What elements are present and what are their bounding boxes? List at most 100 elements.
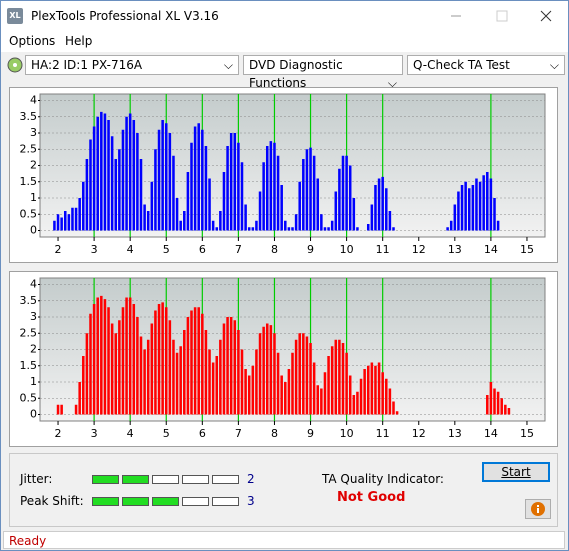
x-tick-label: 7 (235, 427, 242, 440)
x-tick-label: 3 (91, 427, 98, 440)
bar (78, 382, 81, 415)
y-tick-label: 3 (30, 310, 37, 323)
bar (385, 188, 388, 231)
bar (118, 320, 121, 415)
y-tick-label: 2 (30, 343, 37, 356)
bar (53, 220, 56, 231)
x-tick-label: 9 (307, 243, 314, 256)
bar (240, 162, 244, 231)
y-tick-label: 3.5 (20, 294, 38, 307)
x-tick-label: 15 (520, 243, 534, 256)
chart: 0 0.5 1 1.5 2 2.5 3 3.5 4 2 3 4 5 6 7 8 9 10 11 12 13 14 15 (20, 277, 546, 440)
start-button[interactable]: Start (482, 462, 550, 482)
bar (294, 214, 298, 231)
bar (482, 175, 485, 231)
y-tick-label: 0 (30, 224, 37, 237)
bar (211, 362, 215, 415)
bar (316, 178, 320, 231)
bar (132, 304, 136, 415)
bar (132, 120, 136, 231)
bar (125, 116, 128, 231)
bar (330, 346, 334, 415)
bar (128, 297, 132, 415)
bar (89, 313, 92, 415)
bar (125, 297, 128, 415)
meter-segment-on (122, 475, 149, 484)
bar (280, 375, 283, 415)
bar (496, 220, 500, 231)
info-button[interactable] (525, 499, 551, 519)
x-tick-label: 5 (163, 427, 170, 440)
bar (92, 304, 96, 415)
bar (226, 146, 229, 231)
bar (56, 214, 60, 231)
meter-value: 3 (247, 494, 255, 508)
bar (287, 369, 291, 415)
bar (262, 162, 265, 231)
bar (341, 343, 345, 415)
meter-label: Peak Shift: (20, 494, 84, 508)
bar (388, 211, 392, 231)
bar (85, 159, 89, 231)
bar (302, 159, 305, 231)
bar (139, 336, 143, 415)
bar (247, 375, 251, 415)
x-tick-label: 14 (484, 427, 498, 440)
bar (269, 325, 273, 415)
bar (164, 307, 168, 415)
bar (150, 181, 154, 231)
bar (370, 204, 374, 231)
bar (356, 391, 359, 415)
window-controls[interactable] (431, 1, 568, 31)
y-tick-label: 1.5 (20, 175, 38, 188)
bar (71, 207, 74, 231)
bar (244, 369, 247, 415)
bar (183, 330, 186, 415)
bar (374, 365, 377, 415)
bar (334, 339, 338, 415)
bar (345, 155, 348, 231)
bar (471, 185, 475, 231)
bar (193, 126, 197, 231)
bar (179, 346, 182, 415)
meter-value: 2 (247, 472, 255, 486)
x-tick-label: 7 (235, 243, 242, 256)
bar (298, 181, 301, 231)
bar (265, 146, 269, 231)
bar (175, 352, 179, 415)
meter-segment-off (182, 497, 209, 506)
bar (128, 113, 132, 231)
chart-panel: 0 0.5 1 1.5 2 2.5 3 3.5 4 2 3 4 5 6 7 8 9 10 11 12 13 14 15 (9, 271, 558, 447)
bar (110, 136, 114, 231)
close[interactable] (540, 10, 552, 22)
drive-select[interactable]: HA:2 ID:1 PX-716A ⌵ (25, 55, 239, 75)
test-select[interactable]: Q-Check TA Test ⌵ (407, 55, 565, 75)
function-select[interactable]: DVD Diagnostic Functions ⌵ (243, 55, 403, 90)
bar (388, 388, 392, 415)
bar (143, 349, 146, 415)
x-tick-label: 8 (271, 243, 278, 256)
x-tick-label: 11 (376, 243, 390, 256)
bar (78, 198, 81, 231)
bar (475, 178, 478, 231)
bar (168, 320, 172, 415)
bar (219, 339, 222, 415)
meter-segment-off (212, 497, 239, 506)
maximize[interactable] (496, 10, 508, 22)
menu-item[interactable]: Help (65, 34, 93, 48)
bar (363, 369, 366, 415)
menu-item[interactable]: Options (9, 34, 56, 48)
bar (92, 126, 96, 231)
bar (146, 211, 150, 231)
bar (136, 133, 139, 231)
menu-bar: Options Help (1, 31, 568, 52)
bar (348, 165, 352, 231)
bar (197, 307, 200, 415)
bar (493, 388, 496, 415)
x-tick-label: 6 (199, 427, 206, 440)
bar (114, 333, 118, 415)
x-tick-label: 15 (520, 427, 534, 440)
bar (190, 310, 193, 415)
bar (392, 227, 395, 231)
bar (186, 317, 190, 415)
